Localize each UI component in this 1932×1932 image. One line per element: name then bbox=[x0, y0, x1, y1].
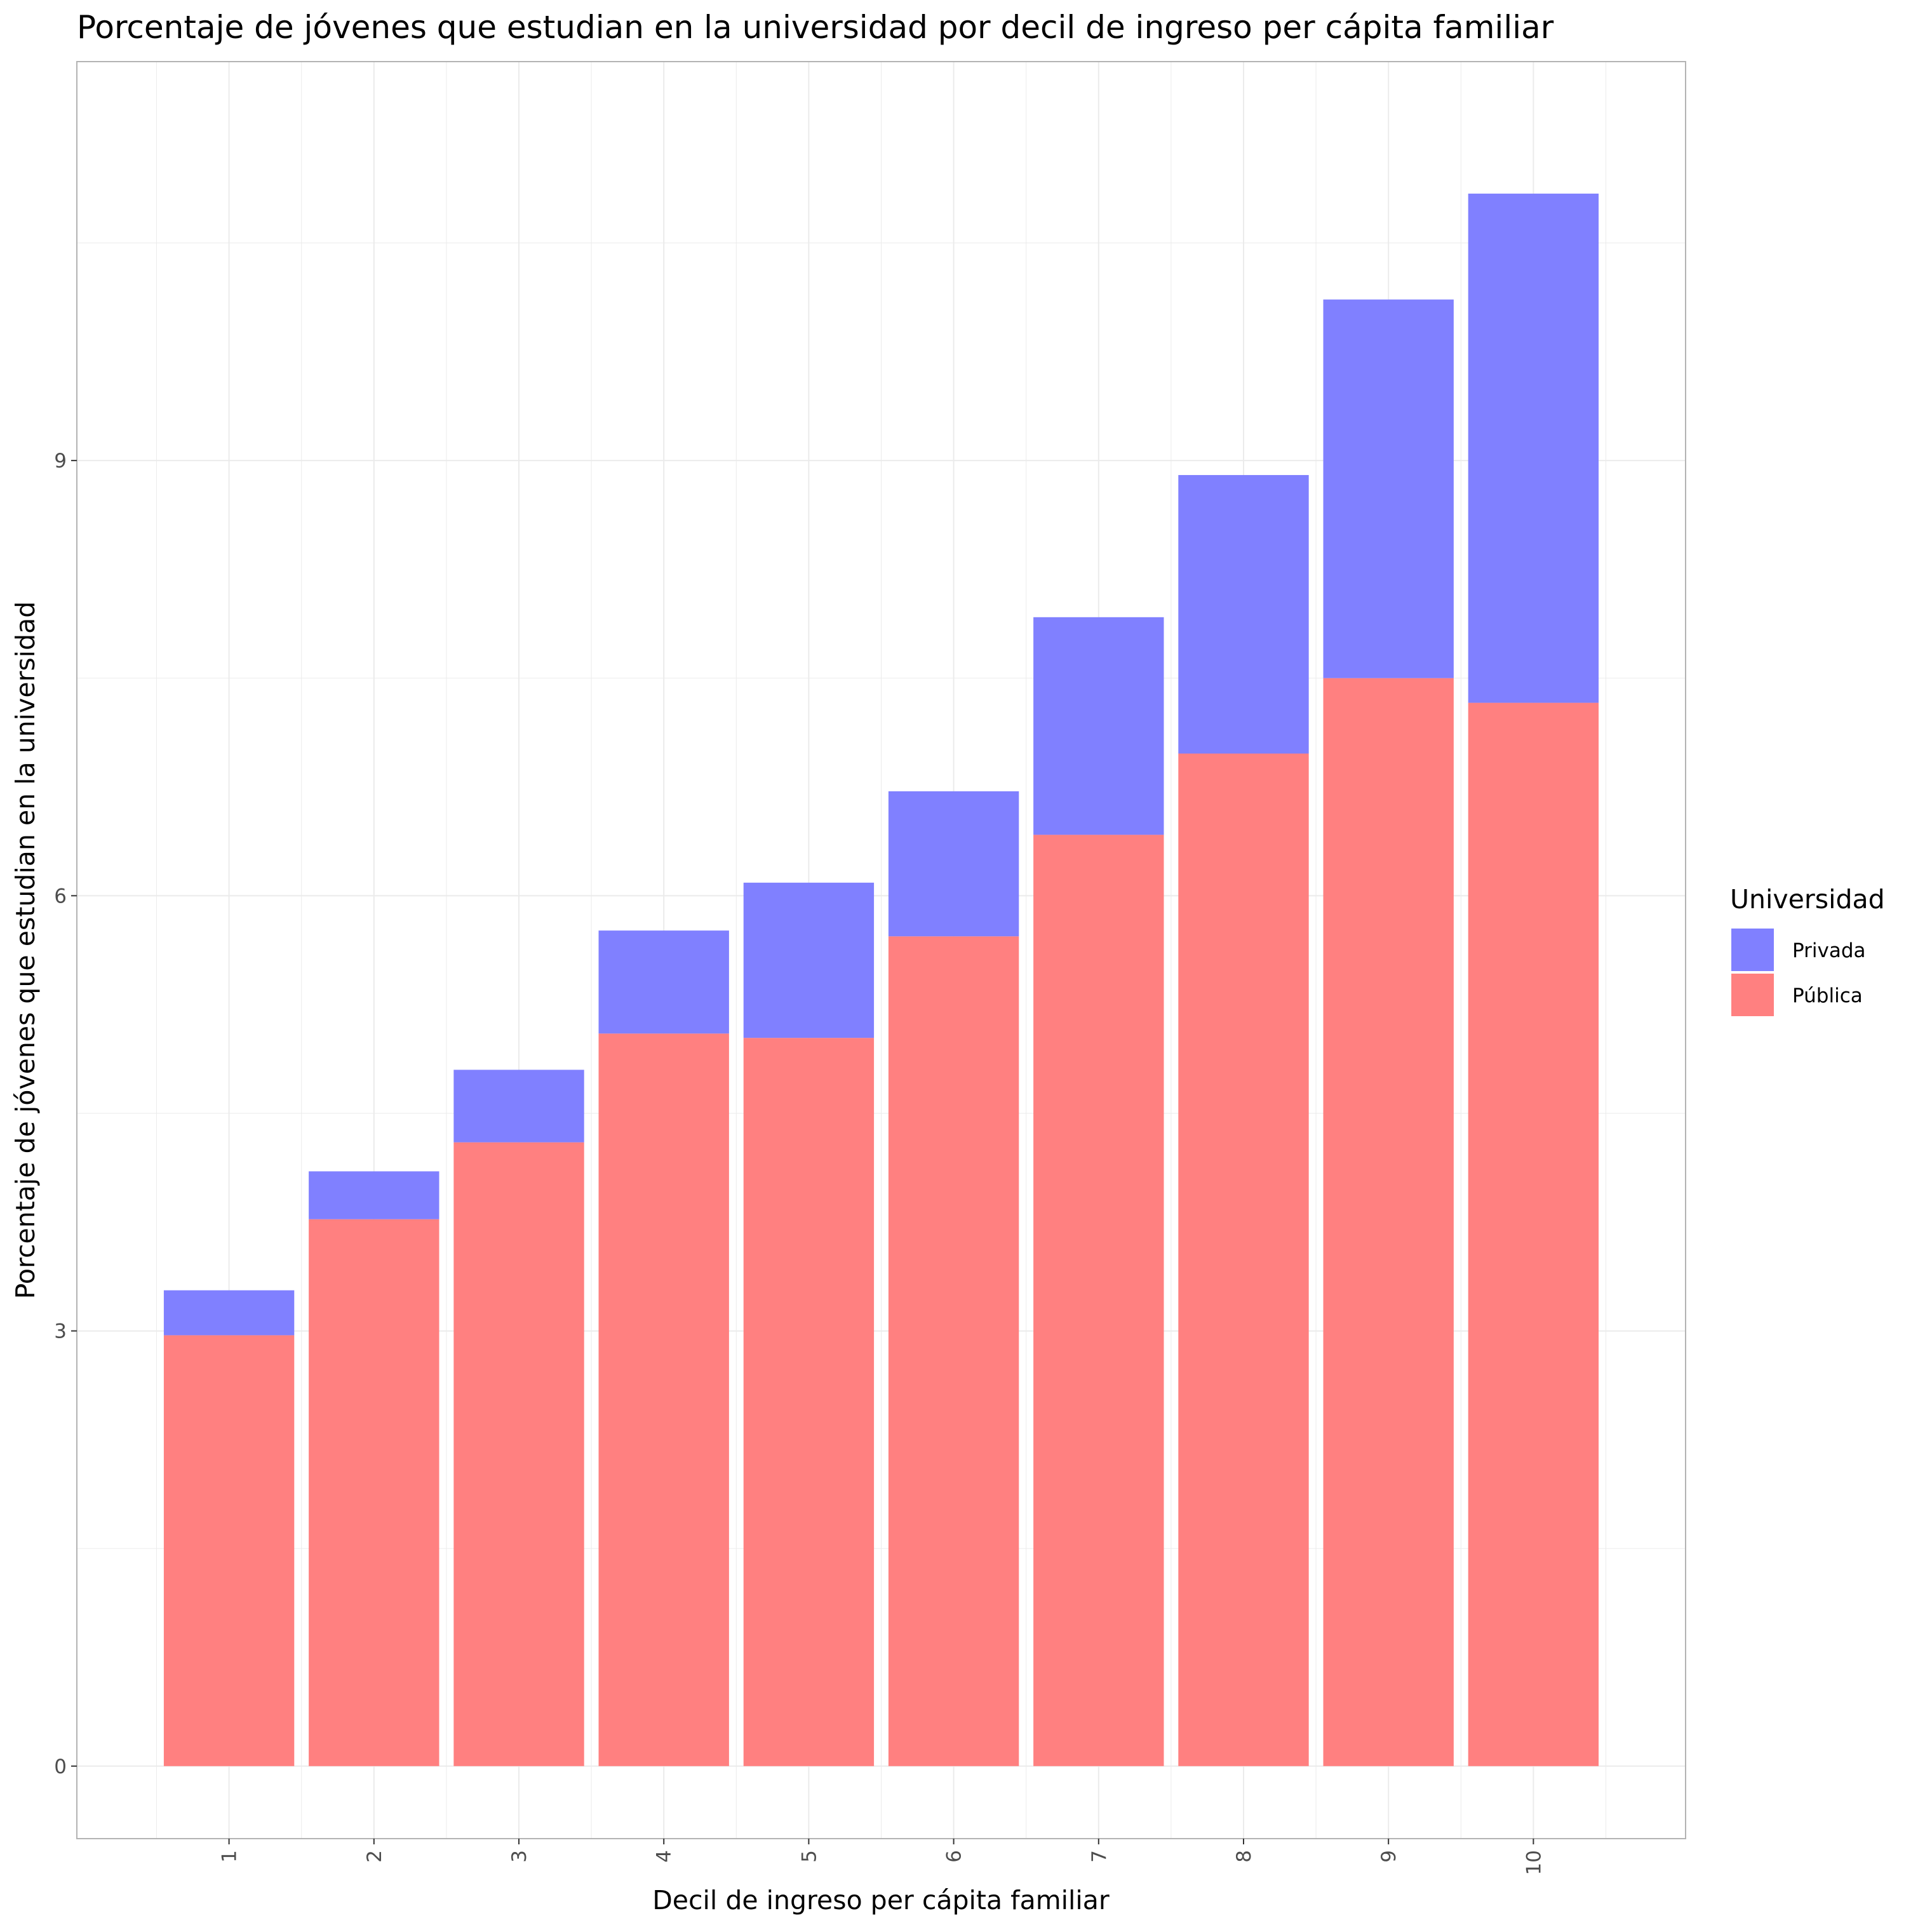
bar-privada-decil-3 bbox=[453, 1070, 584, 1143]
bar-publica-decil-10 bbox=[1468, 702, 1599, 1766]
legend: Universidad Privada Pública bbox=[1730, 884, 1885, 1016]
x-axis-title: Decil de ingreso per cápita familiar bbox=[652, 1885, 1110, 1915]
bar-publica-decil-8 bbox=[1178, 753, 1309, 1766]
x-tick-label: 9 bbox=[1378, 1850, 1400, 1863]
x-tick-label: 3 bbox=[508, 1850, 531, 1863]
legend-label-publica: Pública bbox=[1792, 984, 1863, 1007]
bar-privada-decil-2 bbox=[309, 1171, 439, 1219]
legend-title: Universidad bbox=[1730, 884, 1885, 915]
bar-privada-decil-4 bbox=[598, 930, 729, 1034]
y-axis-ticks: 0 3 6 9 bbox=[54, 450, 77, 1778]
bar-publica-decil-4 bbox=[598, 1033, 729, 1766]
x-tick-label: 5 bbox=[798, 1850, 821, 1863]
bar-publica-decil-9 bbox=[1323, 678, 1454, 1766]
bar-publica-decil-7 bbox=[1033, 835, 1164, 1766]
x-tick-label: 6 bbox=[943, 1850, 966, 1863]
chart-title: Porcentaje de jóvenes que estudian en la… bbox=[77, 9, 1554, 46]
bar-publica-decil-2 bbox=[309, 1219, 439, 1766]
bar-privada-decil-10 bbox=[1468, 193, 1599, 703]
y-tick-label: 0 bbox=[54, 1755, 67, 1778]
x-axis-ticks: 1 2 3 4 5 6 7 8 9 10 bbox=[218, 1839, 1545, 1875]
bar-privada-decil-5 bbox=[743, 882, 875, 1038]
plot-border bbox=[76, 61, 1686, 1839]
x-tick-label: 7 bbox=[1088, 1850, 1111, 1863]
x-tick-label: 8 bbox=[1233, 1850, 1256, 1863]
x-tick-label: 4 bbox=[653, 1850, 676, 1863]
y-tick-label: 3 bbox=[54, 1320, 67, 1343]
bar-privada-decil-1 bbox=[163, 1290, 295, 1336]
bar-privada-decil-7 bbox=[1033, 617, 1164, 835]
x-tick-label: 2 bbox=[363, 1850, 386, 1863]
bar-publica-decil-3 bbox=[453, 1142, 584, 1766]
legend-swatch-privada bbox=[1731, 929, 1774, 971]
bar-privada-decil-6 bbox=[888, 791, 1019, 937]
bar-privada-decil-9 bbox=[1323, 299, 1454, 678]
y-tick-label: 9 bbox=[54, 450, 67, 473]
bar-privada-decil-8 bbox=[1178, 474, 1309, 754]
x-tick-label: 1 bbox=[218, 1850, 241, 1863]
bar-publica-decil-1 bbox=[163, 1335, 295, 1766]
bar-publica-decil-6 bbox=[888, 936, 1019, 1766]
y-tick-label: 6 bbox=[54, 885, 67, 908]
bar-publica-decil-5 bbox=[743, 1038, 875, 1766]
x-tick-label: 10 bbox=[1522, 1850, 1545, 1875]
legend-swatch-publica bbox=[1731, 974, 1774, 1016]
y-axis-title: Porcentaje de jóvenes que estudian en la… bbox=[10, 601, 41, 1299]
bars bbox=[163, 193, 1599, 1766]
legend-label-privada: Privada bbox=[1792, 939, 1866, 962]
